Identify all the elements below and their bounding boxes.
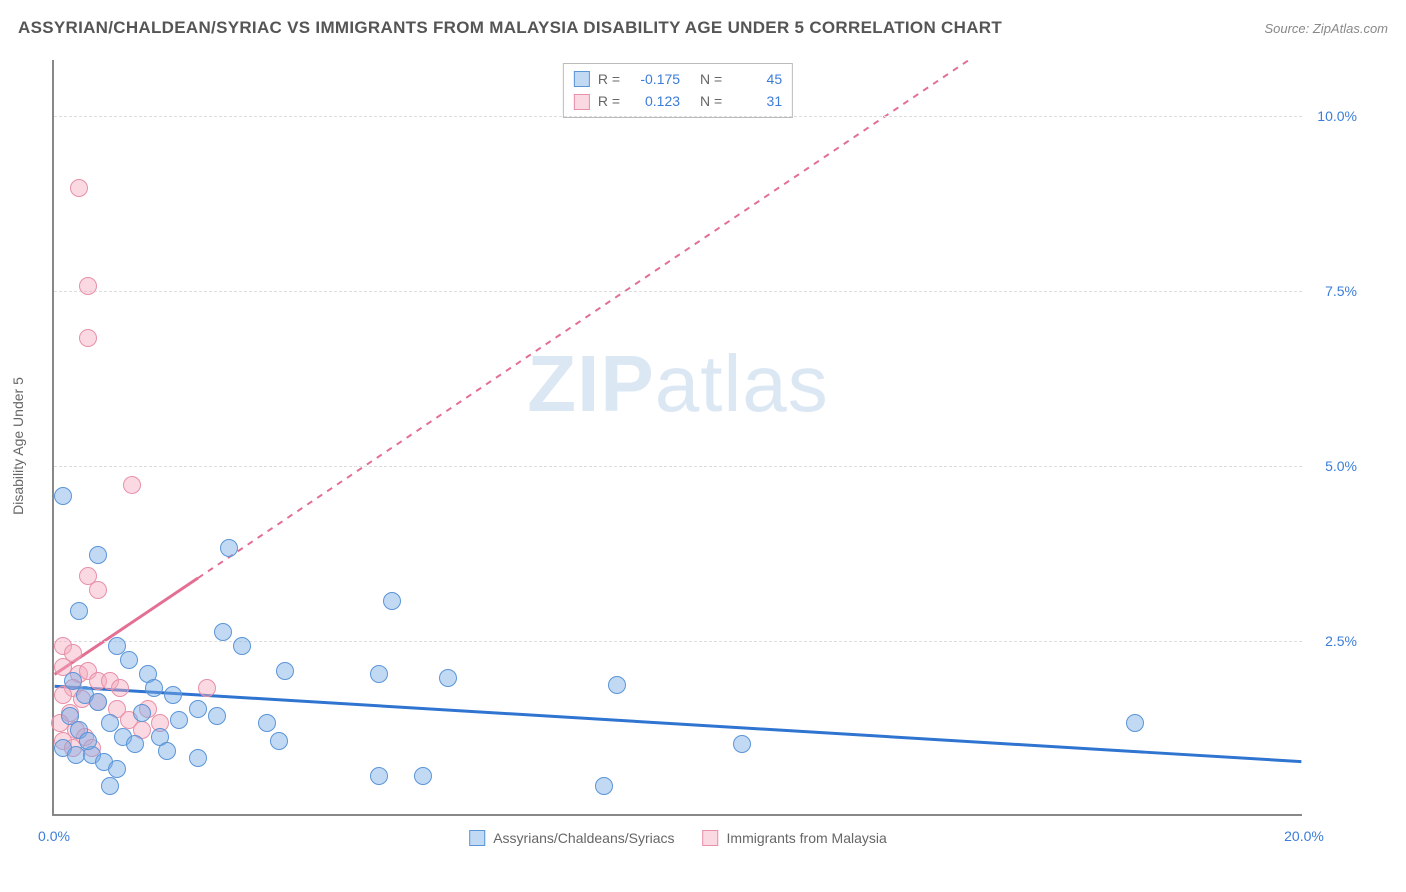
data-point <box>370 665 388 683</box>
data-point <box>608 676 626 694</box>
data-point <box>214 623 232 641</box>
data-point <box>276 662 294 680</box>
data-point <box>120 651 138 669</box>
data-point <box>89 693 107 711</box>
stats-row-pink: R = 0.123 N = 31 <box>574 90 782 112</box>
data-point <box>1126 714 1144 732</box>
data-point <box>270 732 288 750</box>
data-point <box>220 539 238 557</box>
x-tick-label: 0.0% <box>38 828 70 844</box>
watermark-rest: atlas <box>655 339 829 428</box>
data-point <box>733 735 751 753</box>
data-point <box>89 581 107 599</box>
data-point <box>79 329 97 347</box>
chart-source: Source: ZipAtlas.com <box>1264 21 1388 36</box>
y-tick-label: 7.5% <box>1325 283 1357 299</box>
data-point <box>208 707 226 725</box>
data-point <box>233 637 251 655</box>
legend-item-blue: Assyrians/Chaldeans/Syriacs <box>469 830 674 846</box>
legend-label: Immigrants from Malaysia <box>727 830 887 846</box>
y-tick-label: 5.0% <box>1325 458 1357 474</box>
n-label: N = <box>700 90 722 112</box>
stats-row-blue: R = -0.175 N = 45 <box>574 68 782 90</box>
r-label: R = <box>598 68 620 90</box>
data-point <box>158 742 176 760</box>
gridline-h <box>54 466 1302 467</box>
data-point <box>145 679 163 697</box>
n-value: 31 <box>730 90 782 112</box>
data-point <box>70 179 88 197</box>
data-point <box>89 546 107 564</box>
data-point <box>370 767 388 785</box>
watermark-bold: ZIP <box>527 339 654 428</box>
data-point <box>170 711 188 729</box>
data-point <box>54 487 72 505</box>
data-point <box>414 767 432 785</box>
data-point <box>108 760 126 778</box>
y-tick-label: 10.0% <box>1317 108 1357 124</box>
data-point <box>189 700 207 718</box>
swatch-pink-icon <box>703 830 719 846</box>
data-point <box>595 777 613 795</box>
r-value: -0.175 <box>628 68 680 90</box>
watermark: ZIPatlas <box>527 338 828 430</box>
chart-header: ASSYRIAN/CHALDEAN/SYRIAC VS IMMIGRANTS F… <box>18 18 1388 38</box>
data-point <box>126 735 144 753</box>
data-point <box>123 476 141 494</box>
r-value: 0.123 <box>628 90 680 112</box>
swatch-blue-icon <box>469 830 485 846</box>
data-point <box>258 714 276 732</box>
n-label: N = <box>700 68 722 90</box>
y-tick-label: 2.5% <box>1325 633 1357 649</box>
data-point <box>198 679 216 697</box>
data-point <box>189 749 207 767</box>
chart-title: ASSYRIAN/CHALDEAN/SYRIAC VS IMMIGRANTS F… <box>18 18 1002 38</box>
data-point <box>101 777 119 795</box>
legend-item-pink: Immigrants from Malaysia <box>703 830 887 846</box>
trend-lines <box>54 60 1302 814</box>
data-point <box>164 686 182 704</box>
data-point <box>133 704 151 722</box>
scatter-plot: ZIPatlas R = -0.175 N = 45 R = 0.123 N =… <box>52 60 1302 816</box>
data-point <box>79 732 97 750</box>
series-legend: Assyrians/Chaldeans/Syriacs Immigrants f… <box>469 830 887 846</box>
r-label: R = <box>598 90 620 112</box>
data-point <box>79 277 97 295</box>
data-point <box>70 602 88 620</box>
data-point <box>439 669 457 687</box>
swatch-pink-icon <box>574 94 590 110</box>
x-tick-label: 20.0% <box>1284 828 1324 844</box>
gridline-h <box>54 291 1302 292</box>
legend-label: Assyrians/Chaldeans/Syriacs <box>493 830 674 846</box>
data-point <box>383 592 401 610</box>
gridline-h <box>54 116 1302 117</box>
y-axis-label: Disability Age Under 5 <box>10 377 26 515</box>
swatch-blue-icon <box>574 71 590 87</box>
n-value: 45 <box>730 68 782 90</box>
stats-box: R = -0.175 N = 45 R = 0.123 N = 31 <box>563 63 793 118</box>
data-point <box>111 679 129 697</box>
